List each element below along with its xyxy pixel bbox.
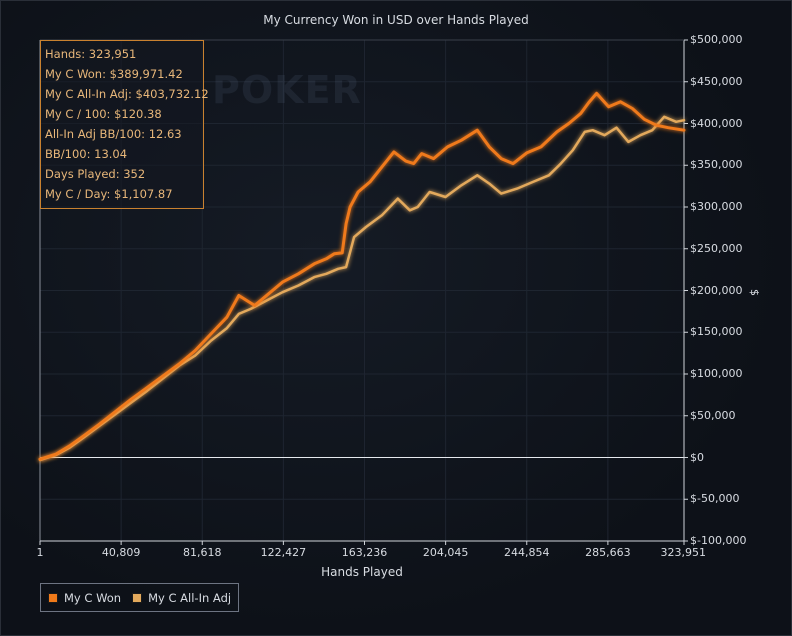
x-tick-label: 163,236 bbox=[341, 546, 388, 559]
legend-label-allin: My C All-In Adj bbox=[148, 590, 232, 605]
chart-title: My Currency Won in USD over Hands Played bbox=[263, 13, 529, 27]
legend-swatch-allin bbox=[132, 592, 143, 603]
y-tick-label: $250,000 bbox=[690, 241, 743, 255]
y-tick-label: $100,000 bbox=[690, 367, 743, 380]
stat-hands: Hands: 323,951 bbox=[45, 47, 137, 61]
y-tick-label: $-100,000 bbox=[690, 534, 747, 547]
x-axis-label: Hands Played bbox=[321, 565, 403, 579]
x-tick-label: 122,427 bbox=[260, 546, 307, 559]
legend-item-won[interactable]: My C Won bbox=[48, 591, 121, 605]
y-tick-label: $-50,000 bbox=[690, 492, 740, 506]
stat-allin-adj: My C All-In Adj: $403,732.12 bbox=[45, 87, 209, 101]
stat-allin-bb100: All-In Adj BB/100: 12.63 bbox=[45, 127, 182, 141]
stat-per-100: My C / 100: $120.38 bbox=[45, 107, 162, 121]
y-tick-label: $150,000 bbox=[690, 325, 743, 339]
series-line-allin-adj bbox=[38, 115, 686, 462]
stat-bb100: BB/100: 13.04 bbox=[45, 147, 128, 161]
y-tick-label: $300,000 bbox=[690, 200, 743, 213]
stat-days: Days Played: 352 bbox=[45, 167, 146, 181]
y-tick-label: $200,000 bbox=[690, 283, 743, 297]
stat-per-day: My C / Day: $1,107.87 bbox=[45, 187, 173, 201]
x-tick-label: 81,618 bbox=[183, 546, 222, 559]
y-tick-label: $400,000 bbox=[690, 116, 743, 130]
x-tick-label: 1 bbox=[36, 546, 44, 559]
x-tick-label: 323,951 bbox=[660, 546, 707, 559]
y-tick-label: $50,000 bbox=[690, 408, 736, 422]
stats-panel: Hands: 323,951 My C Won: $389,971.42 My … bbox=[40, 40, 209, 209]
y-tick-label: $500,000 bbox=[690, 33, 743, 46]
x-tick-label: 285,663 bbox=[585, 546, 631, 559]
legend-label-won: My C Won bbox=[64, 590, 122, 605]
x-tick-label: 204,045 bbox=[422, 546, 469, 559]
legend-item-allin[interactable]: My C All-In Adj bbox=[132, 591, 231, 605]
legend: My C Won My C All-In Adj bbox=[40, 583, 239, 612]
y-tick-label: $450,000 bbox=[690, 74, 743, 88]
series-lines bbox=[38, 91, 686, 462]
watermark-logo: POKER bbox=[212, 68, 362, 112]
series-line-won bbox=[38, 91, 686, 461]
x-tick-label: 40,809 bbox=[101, 546, 141, 559]
y-tick-label: $350,000 bbox=[690, 158, 743, 172]
y-axis-label: $ bbox=[748, 289, 761, 296]
stat-won: My C Won: $389,971.42 bbox=[45, 67, 183, 81]
x-tick-label: 244,854 bbox=[504, 546, 550, 559]
legend-swatch-won bbox=[48, 592, 58, 603]
y-tick-label: $0 bbox=[690, 450, 704, 464]
